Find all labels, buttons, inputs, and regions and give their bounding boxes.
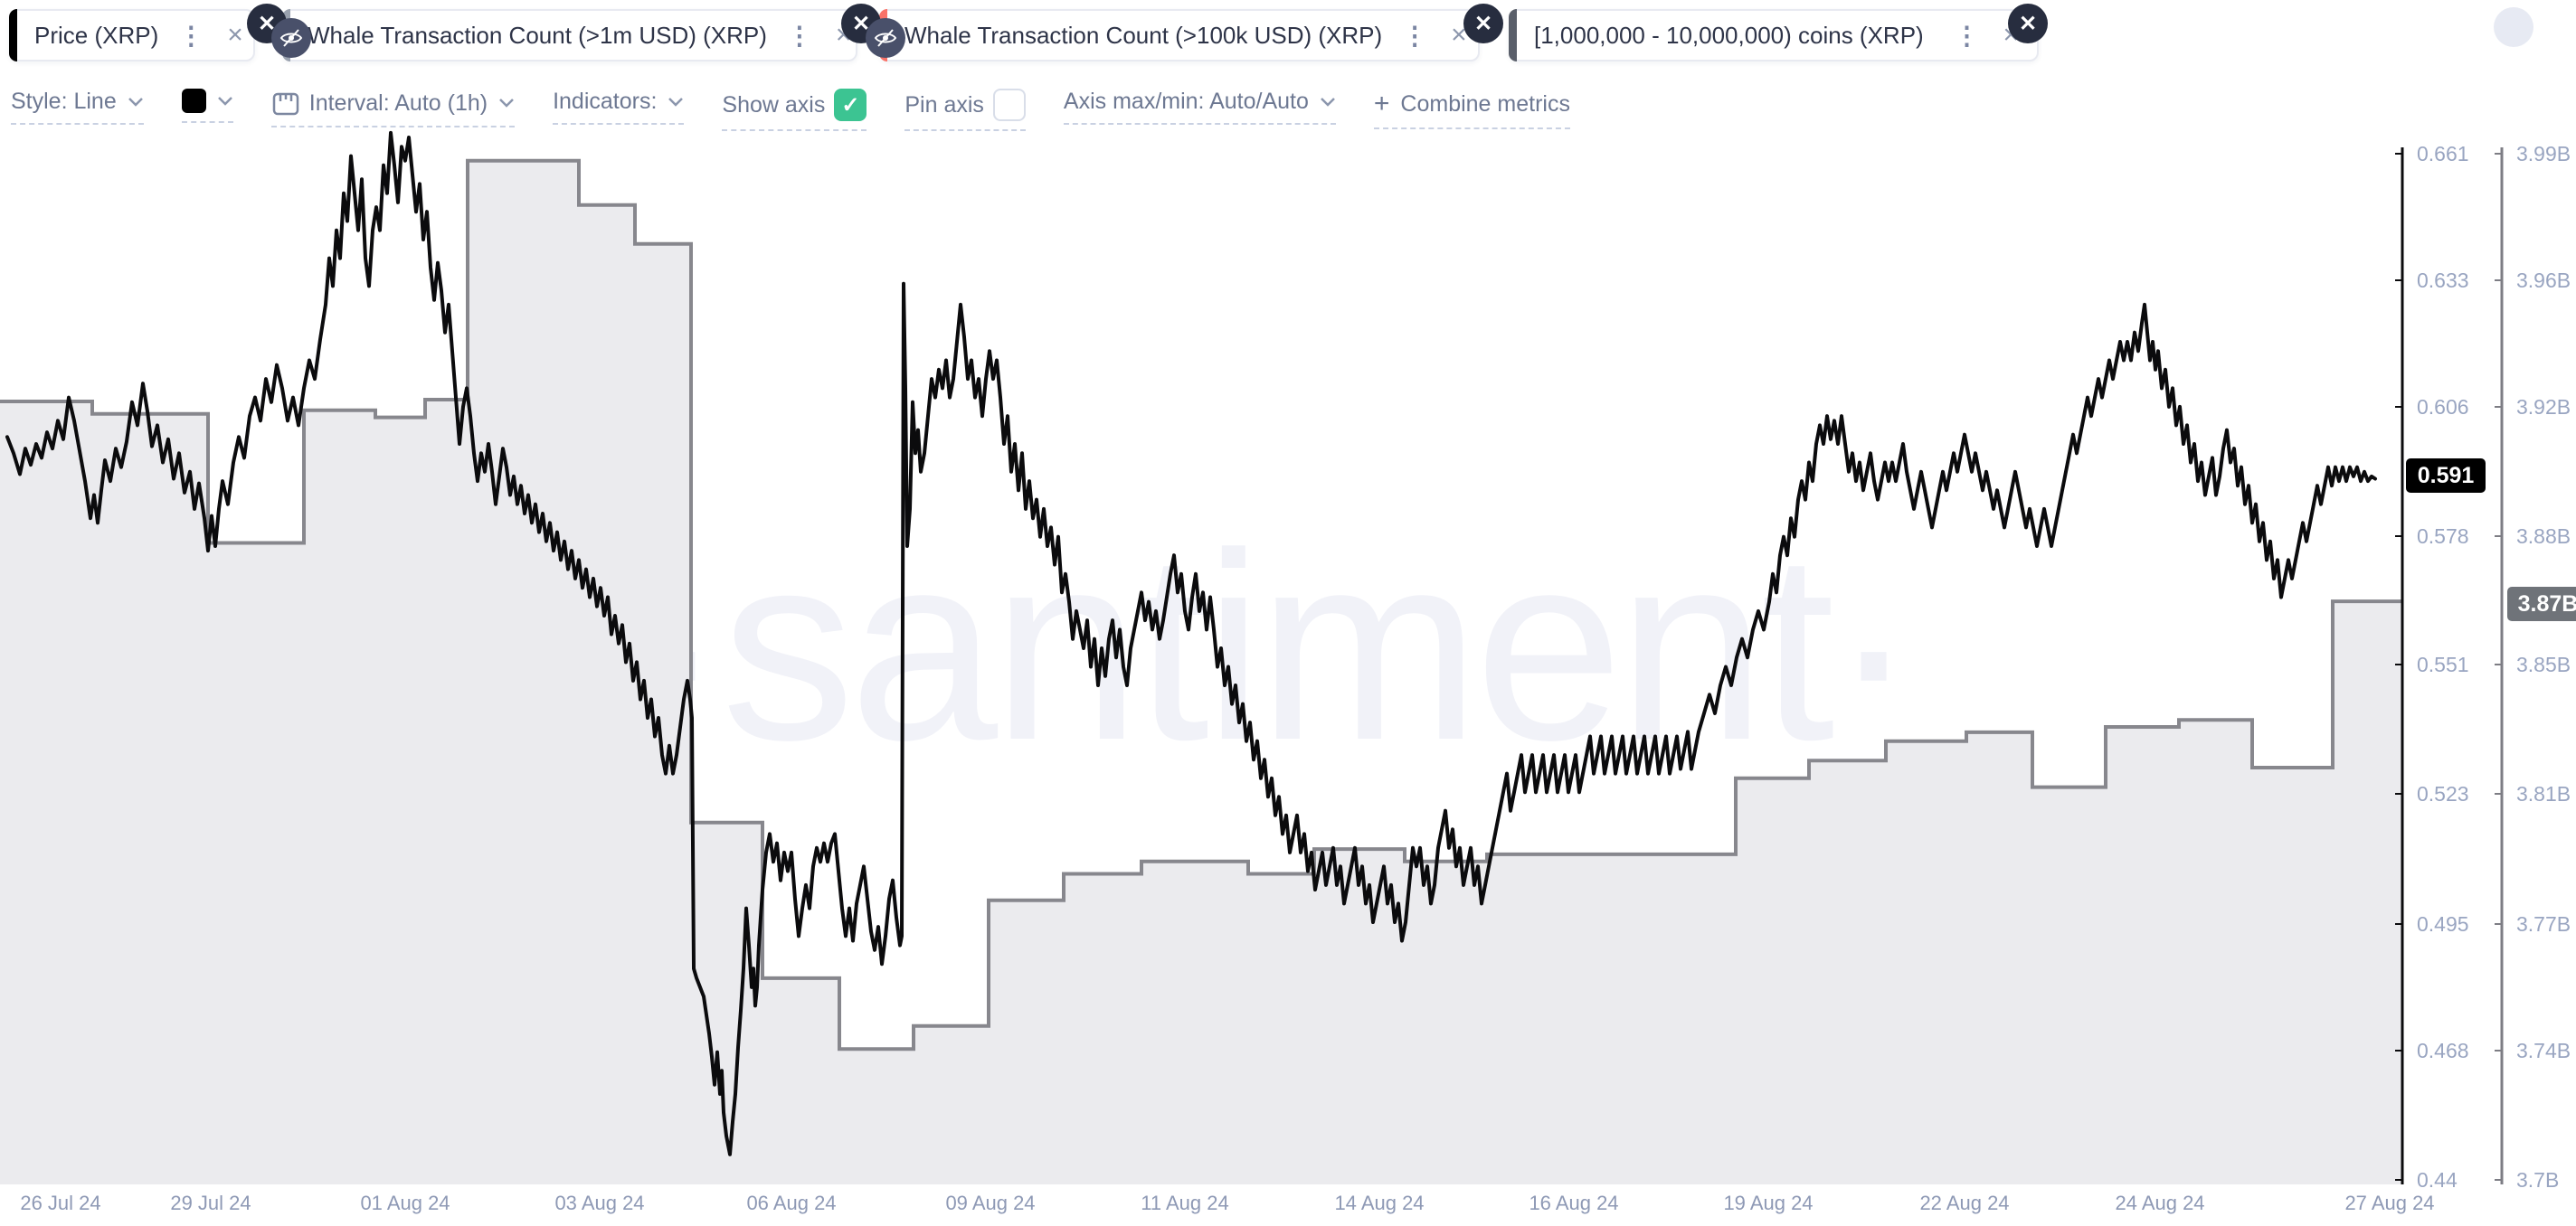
show-axis-toggle[interactable]: Show axis ✓ — [722, 89, 867, 131]
x-axis-date-label: 19 Aug 24 — [1723, 1192, 1814, 1214]
hide-metric-eye-off-icon[interactable] — [866, 18, 905, 58]
help-widget[interactable] — [2494, 7, 2533, 47]
eye-off-glyph — [279, 29, 303, 47]
price-axis-tick-label: 0.468 — [2417, 1039, 2469, 1062]
x-glyph: ✕ — [257, 11, 277, 36]
tab-label: [1,000,000 - 10,000,000) coins (XRP) — [1534, 21, 1924, 49]
price-axis-tick-label: 0.495 — [2417, 912, 2469, 936]
x-axis-date-label: 14 Aug 24 — [1334, 1192, 1425, 1214]
pin-axis-label: Pin axis — [904, 91, 984, 118]
supply-current-value-badge: 3.87B — [2507, 587, 2576, 621]
eye-off-glyph — [874, 29, 897, 47]
x-axis-date-label: 06 Aug 24 — [746, 1192, 837, 1214]
x-axis-date-label: 09 Aug 24 — [945, 1192, 1036, 1214]
supply-axis-tick-label: 3.99B — [2516, 142, 2571, 165]
show-axis-label: Show axis — [722, 91, 826, 118]
supply-axis-tick-label: 3.88B — [2516, 524, 2571, 548]
supply-axis-tick-label: 3.7B — [2516, 1168, 2560, 1192]
x-axis-date-label: 29 Jul 24 — [170, 1192, 251, 1214]
interval-label: Interval: Auto (1h) — [308, 90, 488, 116]
axis-maxmin-dropdown[interactable]: Axis max/min: Auto/Auto — [1063, 89, 1336, 125]
x-axis-date-label: 26 Jul 24 — [20, 1192, 101, 1214]
price-axis-tick-label: 0.523 — [2417, 782, 2469, 806]
x-glyph: ✕ — [2018, 11, 2038, 36]
x-axis-date-label: 22 Aug 24 — [1919, 1192, 2010, 1214]
kebab-menu-icon[interactable]: ⋮ — [178, 21, 204, 50]
kebab-menu-icon[interactable]: ⋮ — [1402, 21, 1428, 50]
tab-whale-tx-1m[interactable]: Whale Transaction Count (>1m USD) (XRP) … — [282, 9, 857, 61]
supply-axis-tick-label: 3.96B — [2516, 269, 2571, 292]
tab-accent — [1509, 9, 1517, 61]
tab-label: Price (XRP) — [34, 21, 159, 49]
tab-supply-distribution[interactable]: [1,000,000 - 10,000,000) coins (XRP) ⋮ × — [1509, 9, 2039, 61]
style-label: Style: Line — [11, 89, 117, 114]
supply-step-area — [0, 160, 2402, 1184]
price-current-value-badge: 0.591 — [2406, 458, 2486, 493]
axis-maxmin-label: Axis max/min: Auto/Auto — [1063, 89, 1309, 114]
chart-toolbar: Style: Line Interval: Auto (1h) Indicato… — [11, 89, 1570, 131]
chevron-down-icon — [217, 96, 232, 106]
x-axis-date-label: 24 Aug 24 — [2115, 1192, 2205, 1214]
interval-dropdown[interactable]: Interval: Auto (1h) — [270, 89, 516, 127]
indicators-label: Indicators: — [553, 89, 658, 114]
remove-metric-icon[interactable]: ✕ — [1463, 4, 1503, 43]
chevron-down-icon — [668, 97, 684, 107]
combine-metrics-button[interactable]: + Combine metrics — [1373, 89, 1570, 129]
price-axis-tick-label: 0.551 — [2417, 653, 2469, 676]
x-axis-date-label: 03 Aug 24 — [554, 1192, 645, 1214]
x-axis-date-label: 16 Aug 24 — [1529, 1192, 1619, 1214]
supply-axis-tick-label: 3.85B — [2516, 653, 2571, 676]
supply-axis-tick-label: 3.74B — [2516, 1039, 2571, 1062]
tab-label: Whale Transaction Count (>100k USD) (XRP… — [904, 21, 1383, 49]
indicators-dropdown[interactable]: Indicators: — [553, 89, 685, 125]
tab-label: Whale Transaction Count (>1m USD) (XRP) — [308, 21, 767, 49]
checkbox-checked-icon[interactable]: ✓ — [834, 89, 867, 121]
color-swatch-dropdown[interactable] — [181, 89, 233, 123]
price-axis-tick-label: 0.578 — [2417, 524, 2469, 548]
chevron-down-icon — [499, 99, 514, 108]
santiment-watermark: ·santiment· — [638, 497, 1918, 796]
x-axis-date-label: 01 Aug 24 — [360, 1192, 450, 1214]
interval-icon — [272, 92, 298, 116]
supply-axis-tick-label: 3.77B — [2516, 912, 2571, 936]
remove-metric-icon[interactable]: ✕ — [2008, 4, 2048, 43]
chevron-down-icon — [128, 97, 143, 107]
pin-axis-toggle[interactable]: Pin axis — [904, 89, 1026, 131]
chevron-down-icon — [1320, 97, 1335, 107]
supply-axis-tick-label: 3.92B — [2516, 395, 2571, 419]
price-axis-tick-label: 0.606 — [2417, 395, 2469, 419]
x-glyph: ✕ — [851, 11, 871, 36]
price-axis-tick-label: 0.633 — [2417, 269, 2469, 292]
combine-metrics-label: Combine metrics — [1400, 90, 1570, 117]
supply-step-edge — [0, 158, 2402, 1052]
kebab-menu-icon[interactable]: ⋮ — [1954, 21, 1980, 50]
x-glyph: ✕ — [1473, 11, 1493, 36]
style-dropdown[interactable]: Style: Line — [11, 89, 144, 125]
x-axis-date-label: 27 Aug 24 — [2344, 1192, 2435, 1214]
kebab-menu-icon[interactable]: ⋮ — [786, 21, 812, 50]
x-axis-date-label: 11 Aug 24 — [1141, 1192, 1229, 1214]
color-swatch — [181, 89, 206, 113]
price-line — [5, 130, 2377, 1156]
close-icon[interactable]: × — [1451, 20, 1467, 50]
price-axis-tick-label: 0.661 — [2417, 142, 2469, 165]
supply-axis-tick-label: 3.81B — [2516, 782, 2571, 806]
tab-price-xrp[interactable]: Price (XRP) ⋮ × — [9, 9, 255, 61]
tab-whale-tx-100k[interactable]: Whale Transaction Count (>100k USD) (XRP… — [879, 9, 1480, 61]
tab-accent — [9, 9, 17, 61]
hide-metric-eye-off-icon[interactable] — [271, 18, 311, 58]
checkbox-unchecked-icon[interactable] — [992, 89, 1026, 121]
close-icon[interactable]: × — [227, 20, 243, 50]
price-axis-tick-label: 0.44 — [2417, 1168, 2458, 1192]
plus-icon: + — [1373, 89, 1390, 118]
